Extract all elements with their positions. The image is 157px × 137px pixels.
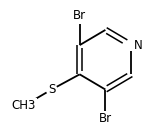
Text: CH3: CH3 xyxy=(11,99,36,112)
Text: Br: Br xyxy=(73,9,86,22)
Text: Br: Br xyxy=(99,112,112,125)
Text: S: S xyxy=(48,83,55,96)
Text: N: N xyxy=(133,39,142,52)
